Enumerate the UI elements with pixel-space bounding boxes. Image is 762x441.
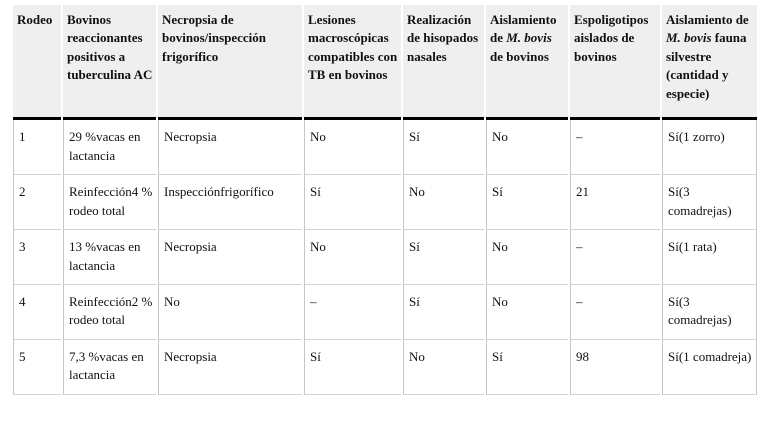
header-row: Rodeo Bovinos reaccionantes positivos a … bbox=[13, 5, 757, 121]
table-row: 4 Reinfección2 % rodeo total No – Sí No … bbox=[13, 284, 757, 340]
table-cell-rodeo: 2 bbox=[13, 175, 61, 231]
table-cell-lesiones: No bbox=[304, 230, 401, 285]
column-header-label: Espoligotipos aislados de bovinos bbox=[574, 12, 649, 64]
table-cell-aislamiento-fauna: Sí(3 comadrejas) bbox=[662, 175, 757, 231]
table-row: 2 Reinfección4 % rodeo total Inspecciónf… bbox=[13, 175, 757, 231]
table-cell-espoligotipos: – bbox=[570, 284, 660, 340]
table-cell-necropsia: Necropsia bbox=[158, 230, 302, 285]
table-cell-hisopados: No bbox=[403, 339, 484, 395]
column-header-rodeo: Rodeo bbox=[13, 5, 61, 121]
column-header-label: Rodeo bbox=[17, 12, 53, 27]
table-cell-lesiones: No bbox=[304, 120, 401, 176]
column-header-label: fauna silvestre (cantidad y especie) bbox=[666, 30, 747, 101]
column-header-hisopados: Realización de hisopados nasales bbox=[403, 5, 484, 121]
table-cell-aislamiento-bovinos: Sí bbox=[486, 339, 568, 395]
table-cell-necropsia: Necropsia bbox=[158, 120, 302, 176]
results-table-container: Rodeo Bovinos reaccionantes positivos a … bbox=[11, 5, 762, 395]
table-cell-espoligotipos: 21 bbox=[570, 175, 660, 231]
column-header-aislamiento-bovinos: Aislamiento de M. bovis de bovinos bbox=[486, 5, 568, 121]
table-cell-espoligotipos: 98 bbox=[570, 339, 660, 395]
column-header-label: de bovinos bbox=[490, 48, 549, 64]
table-cell-aislamiento-fauna: Sí(1 comadreja) bbox=[662, 339, 757, 395]
results-table: Rodeo Bovinos reaccionantes positivos a … bbox=[11, 5, 759, 395]
column-header-label: Bovinos reaccionantes positivos a tuberc… bbox=[67, 12, 153, 83]
column-header-necropsia: Necropsia de bovinos/inspección frigoríf… bbox=[158, 5, 302, 121]
table-cell-necropsia: Inspecciónfrigorífico bbox=[158, 175, 302, 231]
column-header-bovinos-reaccionantes: Bovinos reaccionantes positivos a tuberc… bbox=[63, 5, 156, 121]
column-header-label: Realización de hisopados nasales bbox=[407, 12, 479, 64]
table-cell-reaccionantes: 7,3 %vacas en lactancia bbox=[63, 339, 156, 395]
table-row: 5 7,3 %vacas en lactancia Necropsia Sí N… bbox=[13, 339, 757, 395]
table-cell-hisopados: Sí bbox=[403, 120, 484, 176]
table-cell-aislamiento-bovinos: No bbox=[486, 284, 568, 340]
column-header-label: Aislamiento de bbox=[490, 12, 557, 46]
species-name-italic: M. bovis bbox=[666, 30, 712, 46]
table-cell-espoligotipos: – bbox=[570, 230, 660, 285]
table-cell-rodeo: 4 bbox=[13, 284, 61, 340]
table-cell-lesiones: Sí bbox=[304, 175, 401, 231]
column-header-aislamiento-fauna: Aislamiento de M. bovis fauna silvestre … bbox=[662, 5, 757, 121]
table-cell-hisopados: Sí bbox=[403, 230, 484, 285]
table-cell-rodeo: 3 bbox=[13, 230, 61, 285]
table-cell-necropsia: No bbox=[158, 284, 302, 340]
column-header-lesiones: Lesiones macroscópicas compatibles con T… bbox=[304, 5, 401, 121]
column-header-label: Aislamiento de bbox=[666, 12, 749, 27]
table-row: 1 29 %vacas en lactancia Necropsia No Sí… bbox=[13, 120, 757, 176]
column-header-label: Lesiones macroscópicas compatibles con T… bbox=[308, 12, 398, 83]
species-name-italic: M. bovis bbox=[506, 30, 552, 46]
table-cell-aislamiento-fauna: Sí(1 rata) bbox=[662, 230, 757, 285]
table-cell-aislamiento-bovinos: Sí bbox=[486, 175, 568, 231]
column-header-espoligotipos: Espoligotipos aislados de bovinos bbox=[570, 5, 660, 121]
table-cell-lesiones: – bbox=[304, 284, 401, 340]
table-cell-hisopados: No bbox=[403, 175, 484, 231]
table-cell-rodeo: 5 bbox=[13, 339, 61, 395]
table-cell-reaccionantes: Reinfección2 % rodeo total bbox=[63, 284, 156, 340]
table-cell-lesiones: Sí bbox=[304, 339, 401, 395]
table-cell-hisopados: Sí bbox=[403, 284, 484, 340]
table-cell-reaccionantes: Reinfección4 % rodeo total bbox=[63, 175, 156, 231]
table-cell-aislamiento-bovinos: No bbox=[486, 120, 568, 176]
table-cell-reaccionantes: 13 %vacas en lactancia bbox=[63, 230, 156, 285]
column-header-label: Necropsia de bovinos/inspección frigoríf… bbox=[162, 12, 267, 64]
table-cell-aislamiento-fauna: Sí(1 zorro) bbox=[662, 120, 757, 176]
table-row: 3 13 %vacas en lactancia Necropsia No Sí… bbox=[13, 230, 757, 285]
table-cell-aislamiento-bovinos: No bbox=[486, 230, 568, 285]
table-cell-rodeo: 1 bbox=[13, 120, 61, 176]
table-cell-espoligotipos: – bbox=[570, 120, 660, 176]
table-cell-reaccionantes: 29 %vacas en lactancia bbox=[63, 120, 156, 176]
table-cell-necropsia: Necropsia bbox=[158, 339, 302, 395]
table-cell-aislamiento-fauna: Sí(3 comadrejas) bbox=[662, 284, 757, 340]
